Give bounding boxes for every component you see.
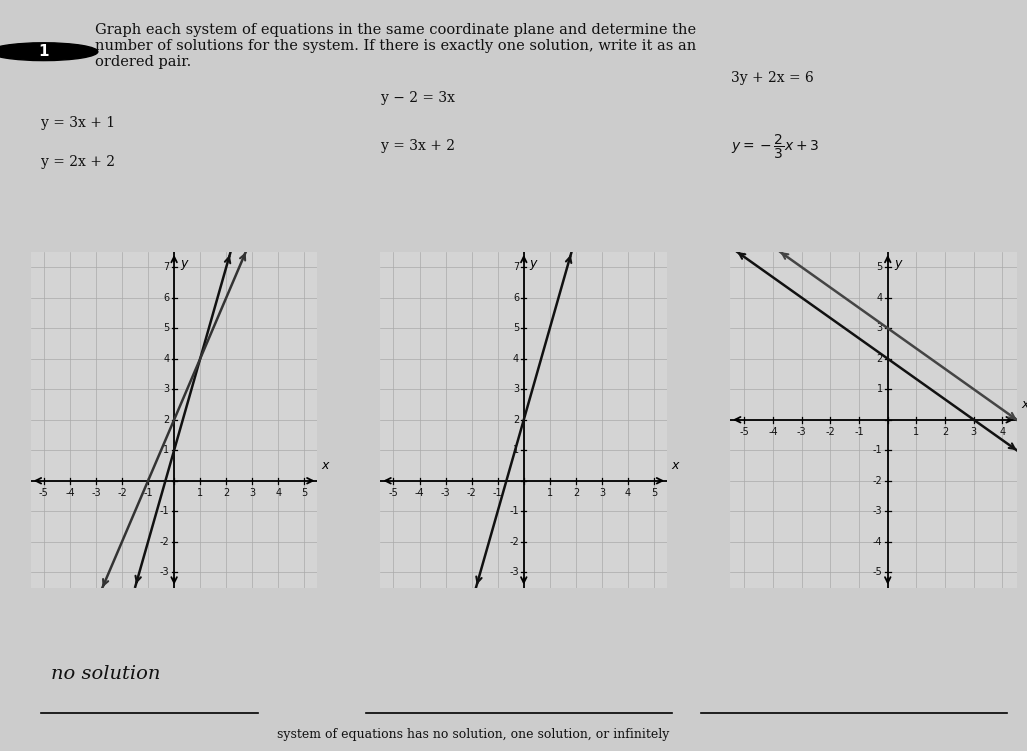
Text: -4: -4	[768, 427, 777, 437]
Text: system of equations has no solution, one solution, or infinitely: system of equations has no solution, one…	[277, 728, 670, 741]
Text: -2: -2	[509, 537, 519, 547]
Text: y: y	[530, 257, 537, 270]
Text: 4: 4	[275, 488, 281, 499]
Text: 6: 6	[512, 293, 519, 303]
Text: 6: 6	[163, 293, 169, 303]
Text: 2: 2	[876, 354, 882, 363]
Text: x: x	[671, 459, 679, 472]
Text: -2: -2	[117, 488, 127, 499]
Text: 2: 2	[512, 415, 519, 425]
Text: y − 2 = 3x: y − 2 = 3x	[381, 91, 455, 104]
Text: -4: -4	[65, 488, 75, 499]
Text: -3: -3	[509, 567, 519, 578]
Text: 5: 5	[876, 262, 882, 273]
Text: 4: 4	[512, 354, 519, 363]
Text: y = 2x + 2: y = 2x + 2	[41, 155, 115, 169]
Text: 3: 3	[599, 488, 605, 499]
Text: 3: 3	[163, 385, 169, 394]
Text: no solution: no solution	[50, 665, 160, 683]
Text: 2: 2	[223, 488, 229, 499]
Text: 1: 1	[38, 44, 49, 59]
Text: -2: -2	[826, 427, 835, 437]
Text: 3: 3	[250, 488, 256, 499]
Text: -1: -1	[160, 506, 169, 516]
Text: -2: -2	[159, 537, 169, 547]
Text: Graph each system of equations in the same coordinate plane and determine the
nu: Graph each system of equations in the sa…	[94, 23, 696, 69]
Text: 3: 3	[876, 323, 882, 333]
Text: 7: 7	[163, 262, 169, 273]
Text: 7: 7	[512, 262, 519, 273]
Text: -5: -5	[39, 488, 48, 499]
Text: 5: 5	[651, 488, 657, 499]
Text: -3: -3	[91, 488, 101, 499]
Text: -3: -3	[441, 488, 451, 499]
Text: -1: -1	[493, 488, 502, 499]
Text: 5: 5	[301, 488, 307, 499]
Text: 5: 5	[512, 323, 519, 333]
Text: -3: -3	[873, 506, 882, 516]
Text: 1: 1	[197, 488, 203, 499]
Text: 3: 3	[512, 385, 519, 394]
Text: -5: -5	[739, 427, 750, 437]
Text: 4: 4	[163, 354, 169, 363]
Text: 1: 1	[163, 445, 169, 455]
Text: -3: -3	[160, 567, 169, 578]
Text: -2: -2	[467, 488, 477, 499]
Text: 1: 1	[913, 427, 919, 437]
Text: 5: 5	[163, 323, 169, 333]
Text: 4: 4	[999, 427, 1005, 437]
Text: x: x	[1021, 398, 1027, 412]
Text: y: y	[180, 257, 187, 270]
Text: 2: 2	[163, 415, 169, 425]
Text: -5: -5	[873, 567, 882, 578]
Circle shape	[0, 43, 98, 61]
Text: -3: -3	[797, 427, 806, 437]
Text: y: y	[895, 257, 902, 270]
Text: -1: -1	[873, 445, 882, 455]
Text: y = 3x + 2: y = 3x + 2	[381, 139, 455, 153]
Text: 3: 3	[971, 427, 977, 437]
Text: x: x	[321, 459, 329, 472]
Text: 2: 2	[573, 488, 579, 499]
Text: y = 3x + 1: y = 3x + 1	[41, 116, 115, 131]
Text: 2: 2	[942, 427, 948, 437]
Text: 3y + 2x = 6: 3y + 2x = 6	[731, 71, 813, 85]
Text: 1: 1	[512, 445, 519, 455]
Text: -1: -1	[509, 506, 519, 516]
Text: 4: 4	[876, 293, 882, 303]
Text: 1: 1	[546, 488, 553, 499]
Text: -1: -1	[143, 488, 153, 499]
Text: -5: -5	[388, 488, 398, 499]
Text: -4: -4	[415, 488, 424, 499]
Text: $y = -\dfrac{2}{3}x + 3$: $y = -\dfrac{2}{3}x + 3$	[731, 133, 819, 161]
Text: -1: -1	[854, 427, 864, 437]
Text: 4: 4	[624, 488, 631, 499]
Text: -4: -4	[873, 537, 882, 547]
Text: 1: 1	[876, 385, 882, 394]
Text: -2: -2	[873, 475, 882, 486]
